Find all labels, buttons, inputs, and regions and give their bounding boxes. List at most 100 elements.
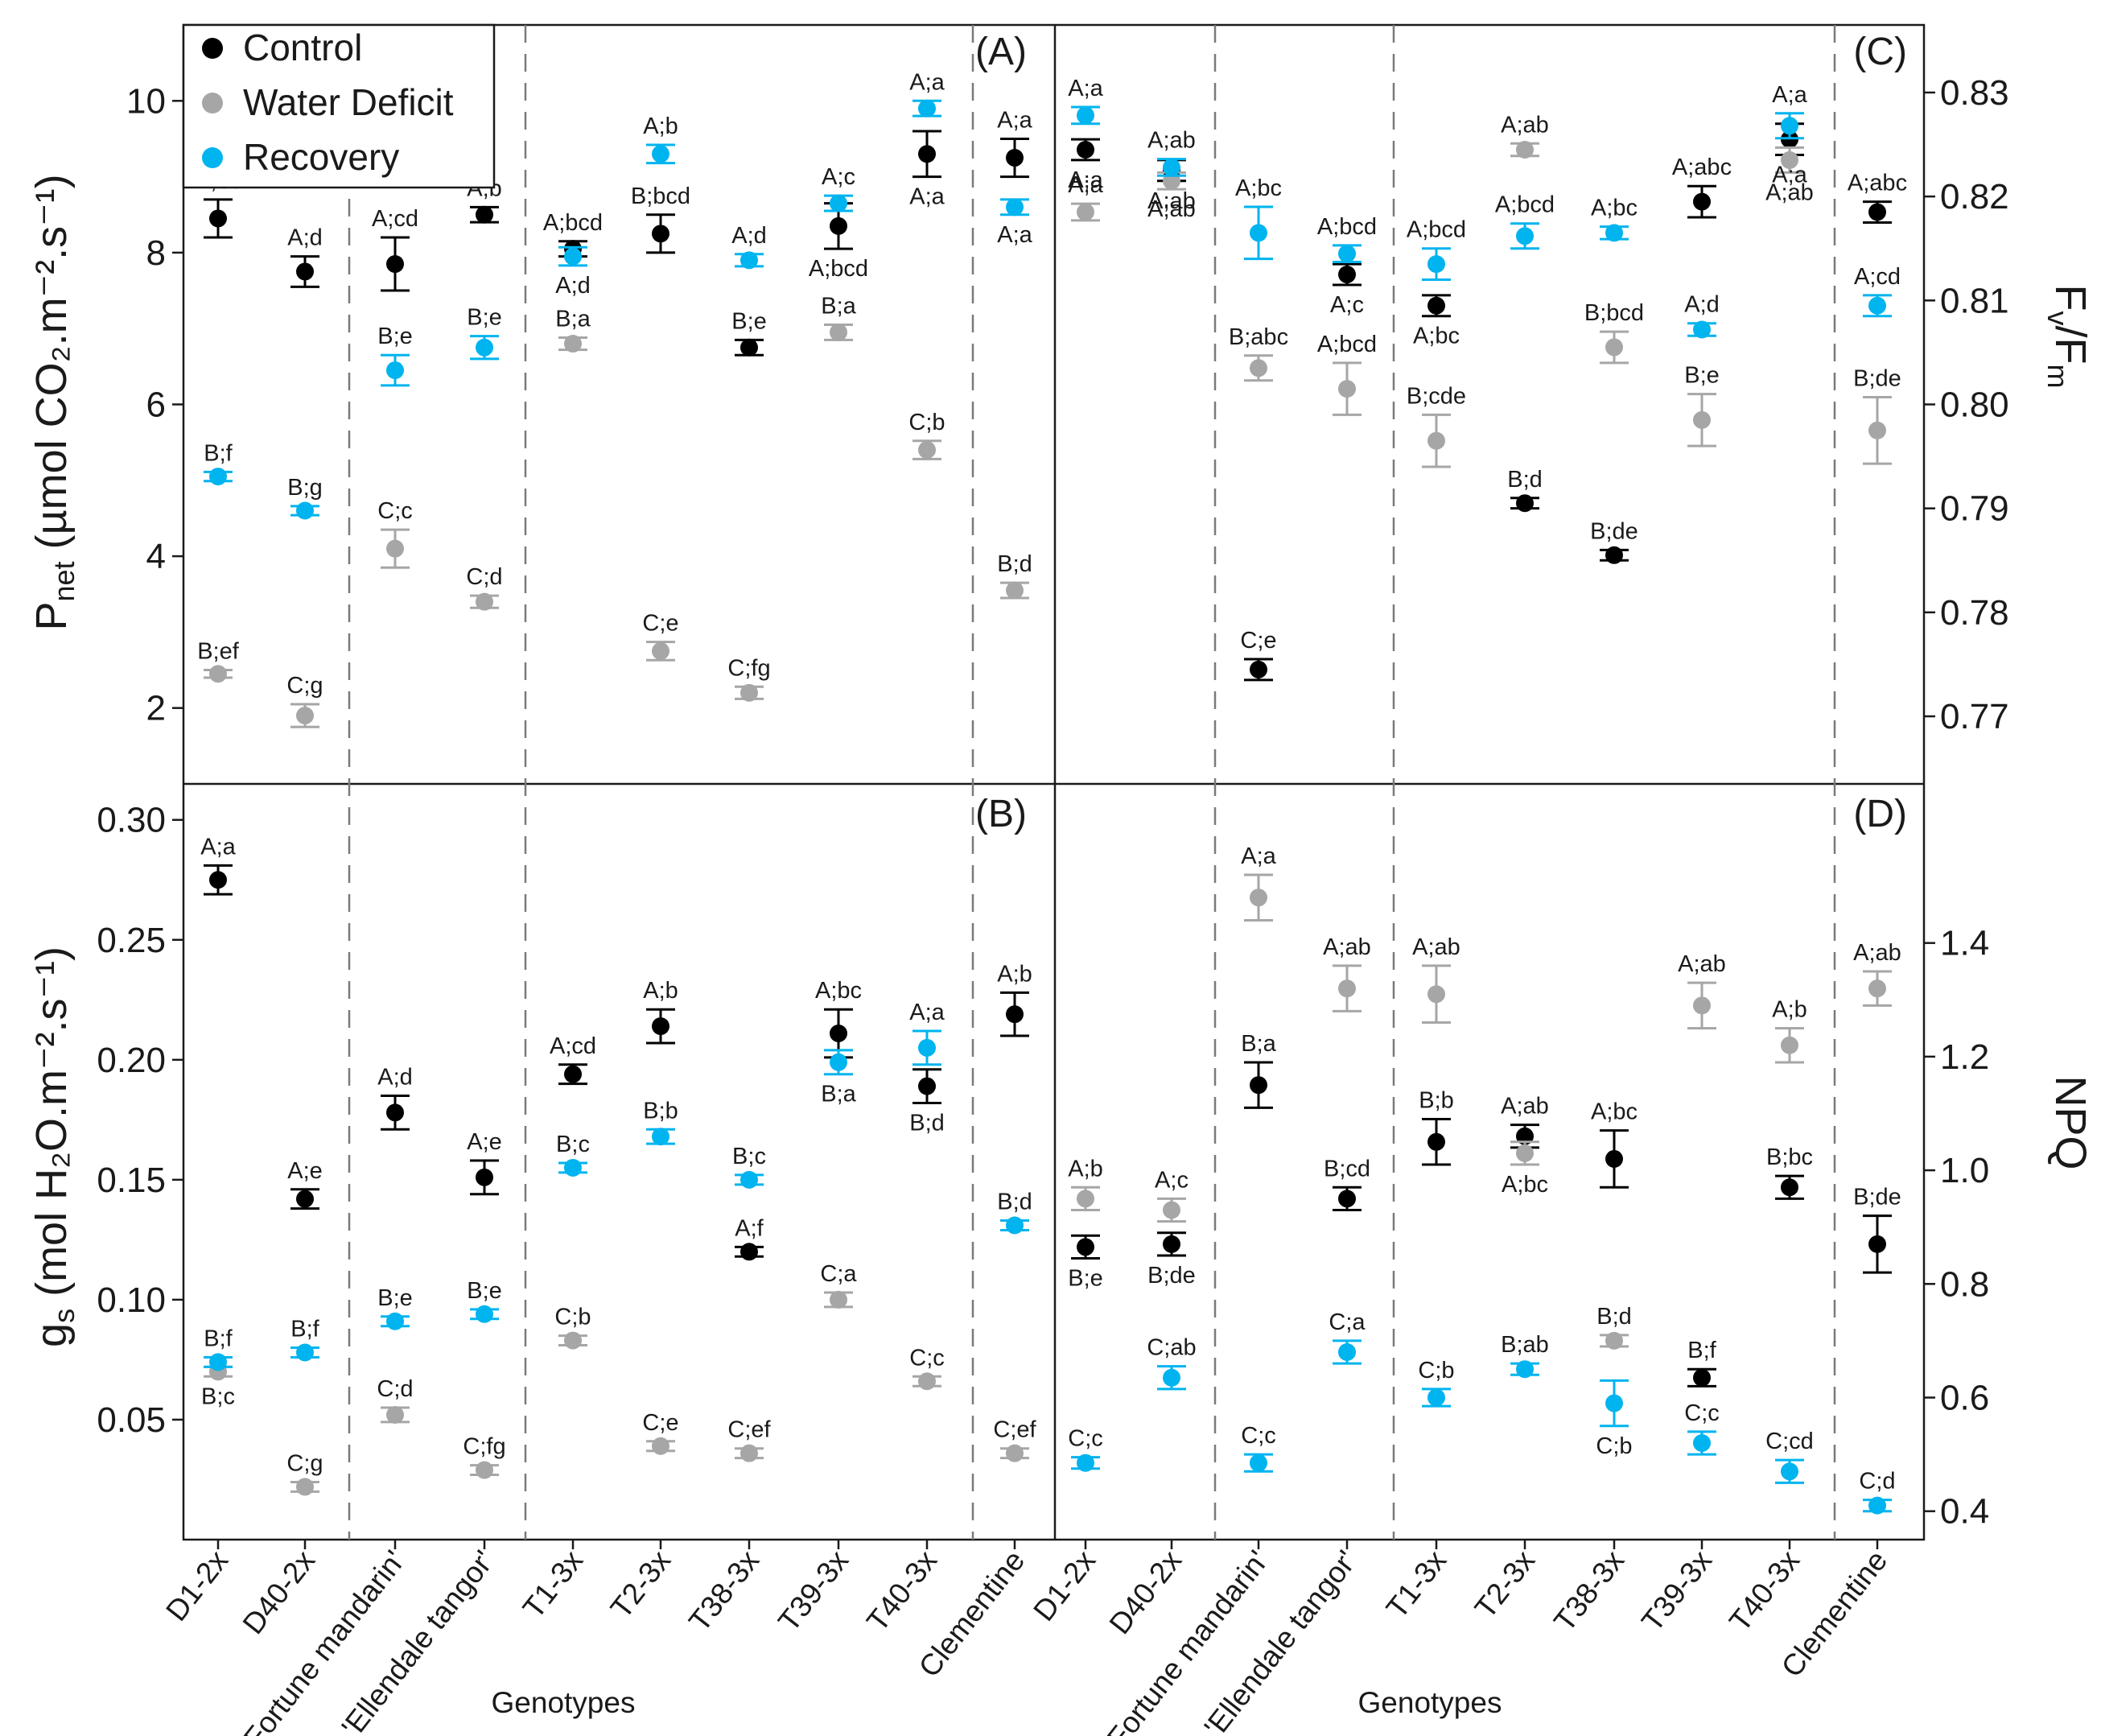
label-c-control-0: A;a: [1068, 167, 1103, 193]
label-c-recovery-4: A;bcd: [1407, 217, 1466, 243]
label-b-water_deficit-8: C;c: [909, 1345, 945, 1371]
point-c-control-3: [1333, 262, 1362, 287]
point-d-water_deficit-4: [1422, 964, 1451, 1025]
marker-c-control-6: [1605, 546, 1623, 564]
marker-c-control-5: [1516, 494, 1534, 513]
point-a-water_deficit-7: [824, 323, 853, 341]
point-a-recovery-6: [735, 251, 764, 270]
marker-b-recovery-9: [1006, 1216, 1024, 1235]
point-d-water_deficit-7: [1687, 981, 1716, 1030]
point-d-water_deficit-6: [1600, 1331, 1629, 1350]
ytick-label-c-1: 0.78: [1940, 593, 2009, 633]
marker-b-water_deficit-7: [830, 1290, 847, 1309]
ytick-label-c-6: 0.83: [1940, 73, 2009, 113]
marker-a-water_deficit-0: [209, 665, 227, 683]
marker-b-recovery-4: [564, 1158, 582, 1177]
point-d-recovery-4: [1422, 1388, 1451, 1408]
marker-b-control-6: [740, 1243, 758, 1261]
marker-d-control-8: [1781, 1178, 1798, 1197]
marker-a-water_deficit-4: [564, 335, 582, 353]
label-b-water_deficit-0: B;c: [201, 1383, 235, 1409]
label-c-control-7: A;abc: [1672, 155, 1732, 180]
label-d-water_deficit-6: B;d: [1596, 1304, 1632, 1330]
marker-a-recovery-1: [296, 501, 314, 520]
label-c-water_deficit-5: A;ab: [1501, 112, 1549, 138]
label-b-control-4: A;cd: [550, 1033, 596, 1059]
point-a-recovery-3: [470, 335, 499, 361]
ytick-label-b-1: 0.10: [97, 1280, 166, 1320]
label-c-recovery-2: A;bc: [1235, 175, 1282, 201]
point-c-water_deficit-0: [1071, 202, 1100, 222]
label-c-recovery-8: A;a: [1772, 82, 1807, 108]
xtick-label-b-1: D40-2x: [237, 1544, 322, 1640]
label-a-water_deficit-0: B;ef: [197, 639, 240, 665]
point-b-recovery-0: [204, 1353, 233, 1371]
point-b-control-1: [290, 1188, 319, 1210]
marker-d-water_deficit-3: [1338, 979, 1356, 998]
point-b-control-6: [735, 1243, 764, 1261]
marker-b-control-8: [918, 1077, 936, 1095]
label-a-recovery-0: B;f: [204, 440, 233, 466]
point-a-control-2: [381, 236, 410, 292]
marker-b-control-0: [209, 871, 227, 889]
marker-b-recovery-0: [209, 1353, 227, 1371]
point-d-water_deficit-2: [1244, 873, 1273, 922]
label-a-recovery-7: A;c: [822, 164, 855, 190]
point-d-control-2: [1244, 1061, 1273, 1109]
marker-c-recovery-6: [1605, 224, 1623, 242]
xtick-label-d-1: D40-2x: [1103, 1544, 1189, 1640]
label-d-control-8: B;bc: [1766, 1144, 1813, 1170]
xtick-label-d-6: T38-3x: [1547, 1544, 1631, 1637]
label-c-water_deficit-7: B;e: [1684, 363, 1720, 389]
point-b-water_deficit-8: [912, 1372, 941, 1391]
point-d-control-7: [1687, 1367, 1716, 1388]
label-a-water_deficit-1: C;g: [286, 673, 323, 699]
marker-c-recovery-2: [1250, 224, 1267, 242]
point-b-recovery-4: [558, 1158, 587, 1177]
point-a-water_deficit-6: [735, 683, 764, 702]
point-b-water_deficit-2: [381, 1405, 410, 1424]
label-d-recovery-2: C;c: [1241, 1423, 1276, 1449]
point-c-control-5: [1510, 494, 1539, 513]
marker-a-water_deficit-8: [918, 441, 936, 460]
label-d-water_deficit-9: A;ab: [1853, 940, 1901, 966]
xtick-label-b-7: T39-3x: [772, 1544, 855, 1637]
marker-b-water_deficit-1: [296, 1478, 314, 1496]
point-b-recovery-9: [1000, 1216, 1029, 1235]
label-a-recovery-4: A;d: [555, 273, 591, 299]
point-a-water_deficit-3: [470, 592, 499, 611]
marker-d-water_deficit-4: [1427, 985, 1445, 1004]
point-a-control-0: [204, 198, 233, 239]
marker-d-recovery-4: [1427, 1388, 1445, 1407]
ytick-label-c-5: 0.82: [1940, 177, 2009, 216]
label-b-recovery-8: A;a: [909, 1000, 945, 1025]
axis-ticks: [172, 91, 1935, 1549]
label-a-water_deficit-8: C;b: [908, 410, 945, 435]
marker-d-water_deficit-0: [1077, 1190, 1094, 1208]
point-a-recovery-1: [290, 501, 319, 520]
legend-box: [182, 23, 496, 189]
label-d-recovery-8: C;cd: [1765, 1429, 1814, 1454]
point-b-water_deficit-1: [290, 1478, 319, 1496]
point-c-control-2: [1244, 658, 1273, 682]
marker-b-recovery-6: [740, 1170, 758, 1189]
point-d-control-4: [1422, 1118, 1451, 1166]
marker-b-control-2: [386, 1103, 404, 1122]
label-c-control-5: B;d: [1507, 467, 1543, 493]
point-b-water_deficit-7: [824, 1290, 853, 1309]
label-a-control-5: B;bcd: [631, 183, 690, 209]
label-b-recovery-7: B;a: [821, 1082, 856, 1107]
marker-a-recovery-8: [918, 99, 936, 118]
label-b-control-6: A;f: [735, 1215, 764, 1241]
point-b-control-8: [912, 1068, 941, 1104]
marker-b-control-4: [564, 1065, 582, 1083]
label-c-water_deficit-3: A;bcd: [1317, 332, 1377, 357]
label-d-recovery-4: C;b: [1418, 1358, 1454, 1383]
point-a-water_deficit-9: [1000, 581, 1029, 600]
marker-a-control-0: [209, 209, 227, 228]
label-a-recovery-9: A;a: [997, 222, 1032, 248]
y-axis-title-npq: NPQ: [2046, 1075, 2095, 1169]
marker-d-recovery-3: [1338, 1343, 1356, 1362]
label-c-control-4: A;bc: [1413, 324, 1460, 349]
ytick-label-d-3: 1.0: [1940, 1151, 1989, 1190]
